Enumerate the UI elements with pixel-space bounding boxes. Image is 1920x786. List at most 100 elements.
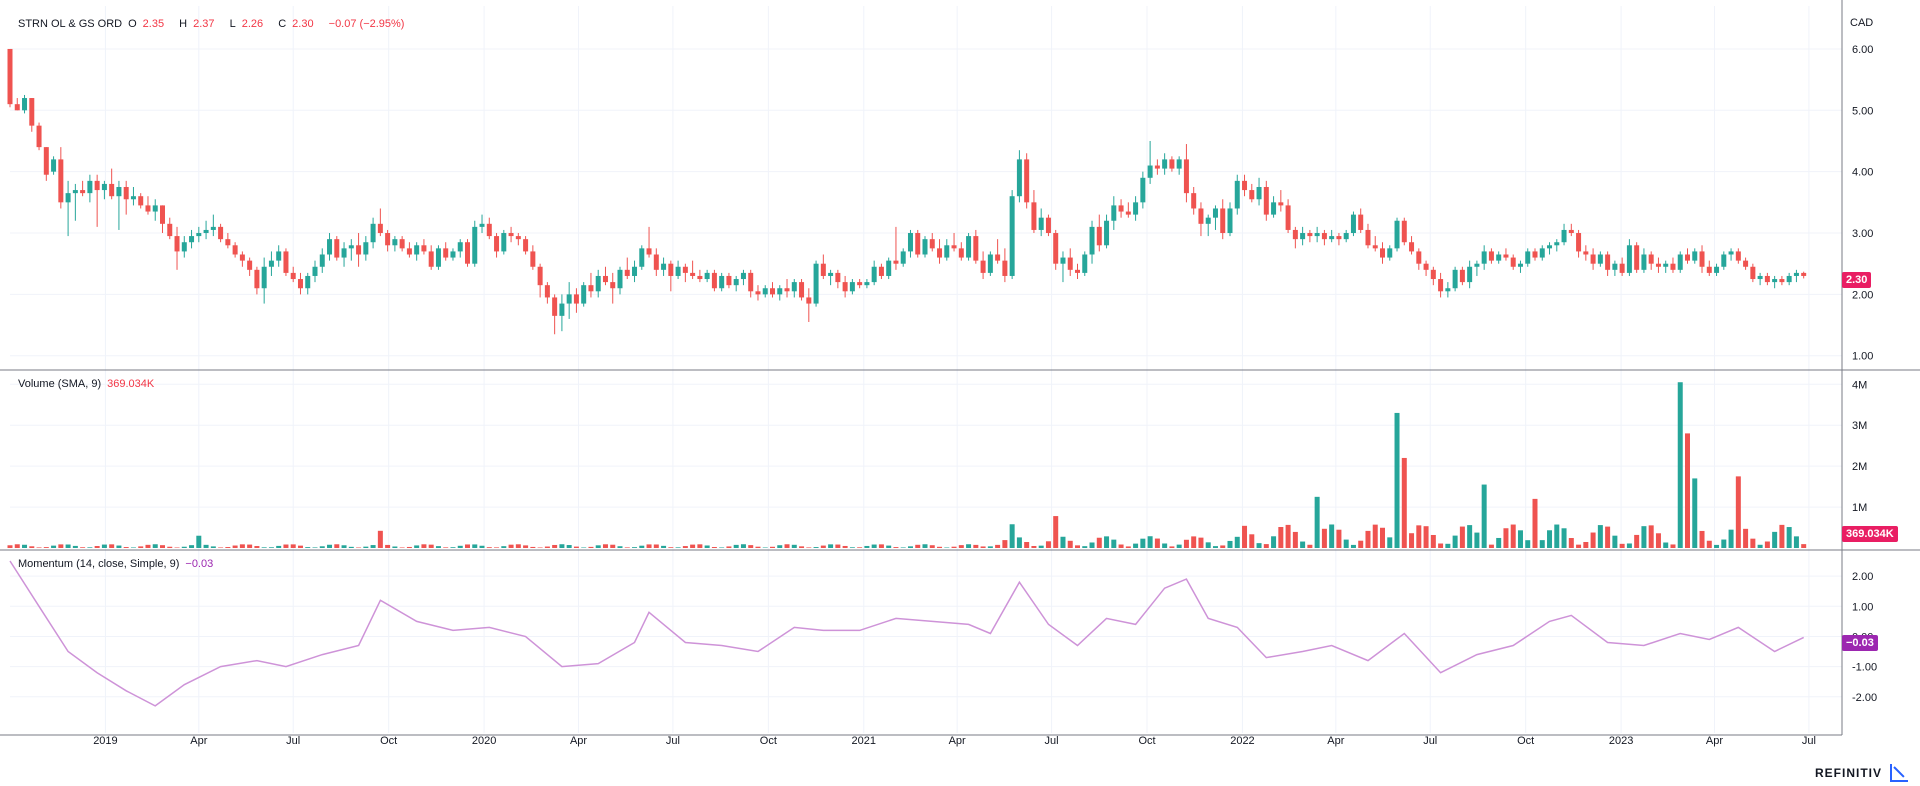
candle-body [210, 226, 216, 230]
volume-bar [377, 530, 383, 548]
x-tick-label: Jul [1423, 735, 1437, 747]
volume-bar [624, 547, 630, 548]
candle-body [1176, 159, 1182, 169]
volume-bar [1488, 544, 1494, 548]
candle-body [1793, 272, 1799, 276]
volume-bar [1757, 544, 1763, 548]
candle-body [864, 282, 870, 286]
volume-legend-label: Volume (SMA, 9) [18, 378, 102, 390]
volume-bar [1692, 478, 1698, 548]
candle-body [428, 251, 434, 267]
x-tick-label: 2020 [472, 735, 496, 747]
candle-body [907, 233, 913, 252]
open-value: 2.35 [142, 18, 165, 30]
volume-bar [414, 545, 420, 548]
candle-body [1111, 205, 1117, 221]
candle-body [646, 248, 652, 255]
volume-bar [1140, 538, 1146, 548]
candle-body [312, 266, 318, 276]
volume-bar [123, 547, 129, 548]
candle-body [1525, 251, 1531, 264]
high-label: H [179, 18, 188, 30]
volume-bar [995, 544, 1001, 548]
volume-bar [559, 544, 565, 548]
candle-body [268, 260, 274, 267]
candle-body [944, 245, 950, 258]
candle-body [196, 233, 202, 237]
candle-body [297, 279, 303, 289]
volume-bar [755, 546, 761, 548]
candle-body [1561, 229, 1567, 243]
volume-bar [1256, 543, 1262, 548]
volume-bar [1409, 533, 1415, 548]
momentum-pane[interactable] [9, 560, 1805, 707]
candle-body [748, 272, 754, 292]
volume-bar [1111, 539, 1117, 548]
candle-body [755, 291, 761, 295]
candle-body [1554, 242, 1560, 246]
volume-bar [1060, 536, 1066, 548]
candle-body [1445, 288, 1451, 292]
volume-bar [1104, 536, 1110, 548]
volume-bar [1655, 533, 1661, 548]
price-pane[interactable] [7, 48, 1807, 335]
volume-bar [1496, 537, 1502, 548]
x-tick-label: Apr [1327, 735, 1344, 747]
candle-body [1648, 254, 1654, 264]
volume-bar [1343, 539, 1349, 548]
candle-body [1706, 266, 1712, 273]
close-value: 2.30 [292, 18, 314, 30]
candle-body [160, 205, 165, 224]
candle-body [871, 266, 877, 283]
volume-pane[interactable] [7, 382, 1807, 548]
candle-body [1612, 263, 1618, 270]
candle-body [51, 159, 57, 172]
candle-body [1438, 279, 1444, 292]
volume-bar [573, 546, 579, 548]
volume-bar [1481, 484, 1487, 548]
candle-body [58, 159, 64, 203]
volume-y-tick-label: 4M [1852, 379, 1867, 391]
close-label: C [278, 18, 287, 30]
candle-body [1655, 263, 1661, 267]
candle-body [72, 190, 78, 194]
volume-bar [1053, 516, 1059, 548]
candle-body [1481, 251, 1487, 264]
volume-bar [479, 545, 485, 548]
volume-bar [1220, 545, 1226, 548]
volume-bar [907, 546, 913, 548]
candle-body [1503, 254, 1509, 258]
volume-bar [740, 544, 746, 548]
candle-body [1125, 211, 1131, 215]
candle-body [363, 242, 369, 255]
volume-bar [1002, 540, 1008, 548]
volume-bar [1663, 542, 1669, 548]
volume-bar [1350, 544, 1356, 548]
volume-bar [1082, 546, 1088, 548]
volume-bar [1147, 536, 1153, 548]
volume-bar [1721, 539, 1727, 548]
candle-body [385, 233, 391, 246]
candle-body [465, 242, 470, 264]
volume-bar [973, 544, 979, 548]
candle-body [1133, 202, 1139, 215]
candle-body [1394, 220, 1400, 249]
volume-bar [566, 545, 572, 548]
volume-bar [690, 544, 696, 548]
candle-body [544, 285, 550, 298]
volume-bar [1242, 525, 1248, 548]
volume-bar [1626, 543, 1632, 548]
volume-bar [530, 546, 536, 548]
volume-bar [610, 544, 616, 548]
candle-body [494, 236, 500, 252]
volume-bar [225, 547, 231, 548]
candle-body [770, 288, 775, 295]
volume-bar [1561, 528, 1567, 548]
brand-text: REFINITIV [1814, 766, 1882, 780]
volume-bar [1394, 412, 1400, 548]
volume-bar [327, 544, 333, 548]
candle-body [653, 254, 659, 270]
volume-bar [145, 544, 151, 548]
volume-bar [1764, 541, 1770, 548]
candle-body [406, 248, 412, 255]
